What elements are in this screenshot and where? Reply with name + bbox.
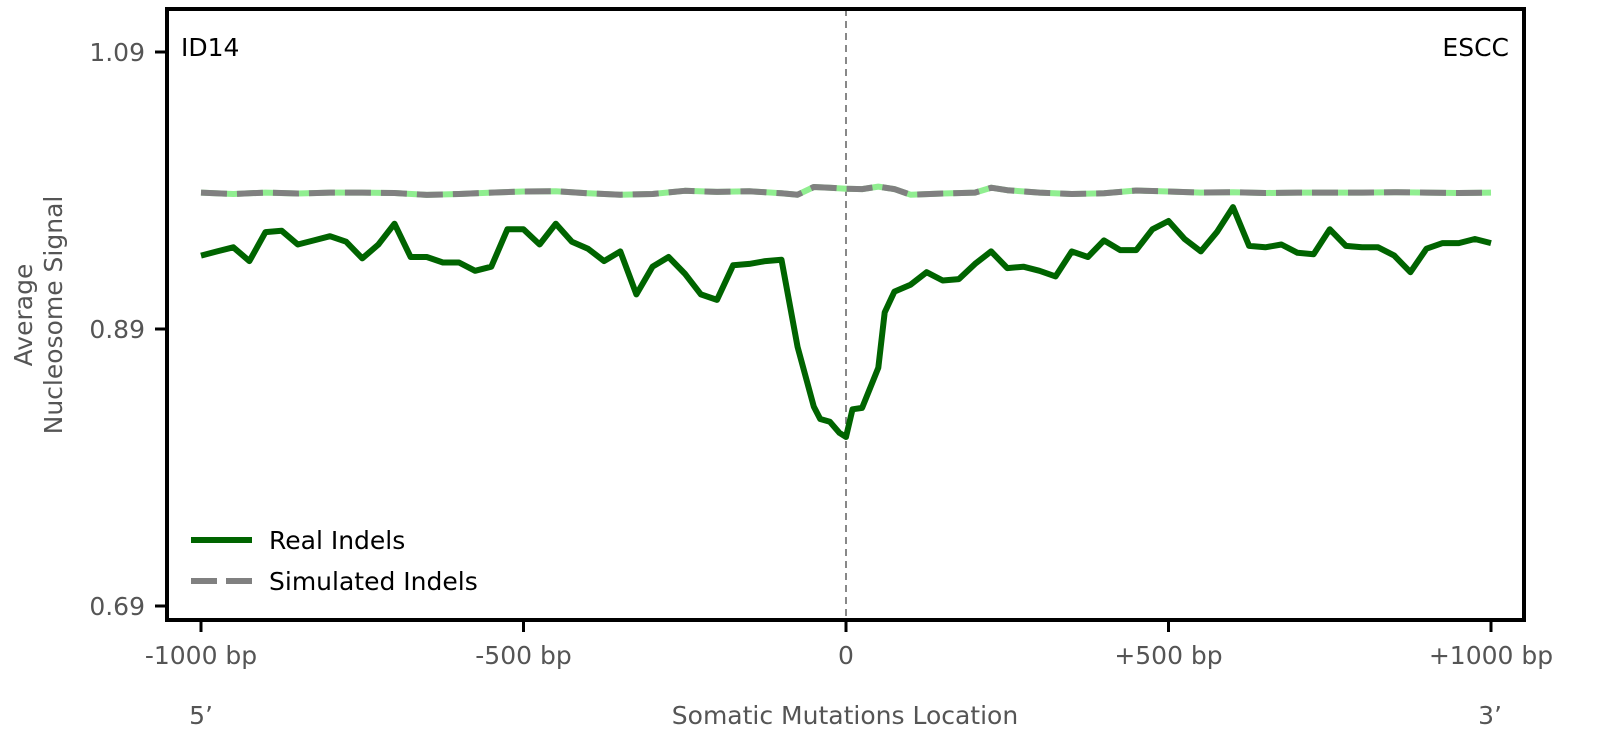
legend: Real Indels Simulated Indels (191, 526, 478, 596)
y-axis-title-text: AverageNucleosome Signal (9, 196, 68, 435)
y-axis-title-line: Average (9, 264, 38, 367)
legend-label: Real Indels (269, 526, 405, 555)
end-label-3prime: 3’ (1478, 701, 1502, 730)
y-tick-label: 1.09 (89, 38, 145, 67)
corner-label-left: ID14 (181, 33, 239, 62)
y-tick-label: 0.69 (89, 592, 145, 621)
series-lines (200, 183, 1492, 440)
x-tick-label: 0 (838, 641, 854, 670)
series-line-simulated (200, 183, 1492, 198)
x-axis-title: Somatic Mutations Location (672, 701, 1018, 730)
x-axis-ticks: -1000 bp -500 bp 0 +500 bp +1000 bp (145, 620, 1553, 670)
x-tick-label: -1000 bp (145, 641, 257, 670)
y-axis-title-line: Nucleosome Signal (39, 196, 68, 435)
plot-frame (165, 7, 1526, 622)
y-axis-title: AverageNucleosome Signal (9, 196, 68, 435)
y-tick-label: 0.89 (89, 315, 145, 344)
series-line-real (200, 204, 1492, 440)
legend-label: Simulated Indels (269, 567, 478, 596)
x-tick-label: +1000 bp (1429, 641, 1553, 670)
y-axis-ticks: 0.69 0.89 1.09 (89, 38, 167, 621)
corner-label-right: ESCC (1442, 33, 1509, 62)
x-tick-label: +500 bp (1114, 641, 1222, 670)
end-label-5prime: 5’ (189, 701, 213, 730)
x-tick-label: -500 bp (475, 641, 571, 670)
